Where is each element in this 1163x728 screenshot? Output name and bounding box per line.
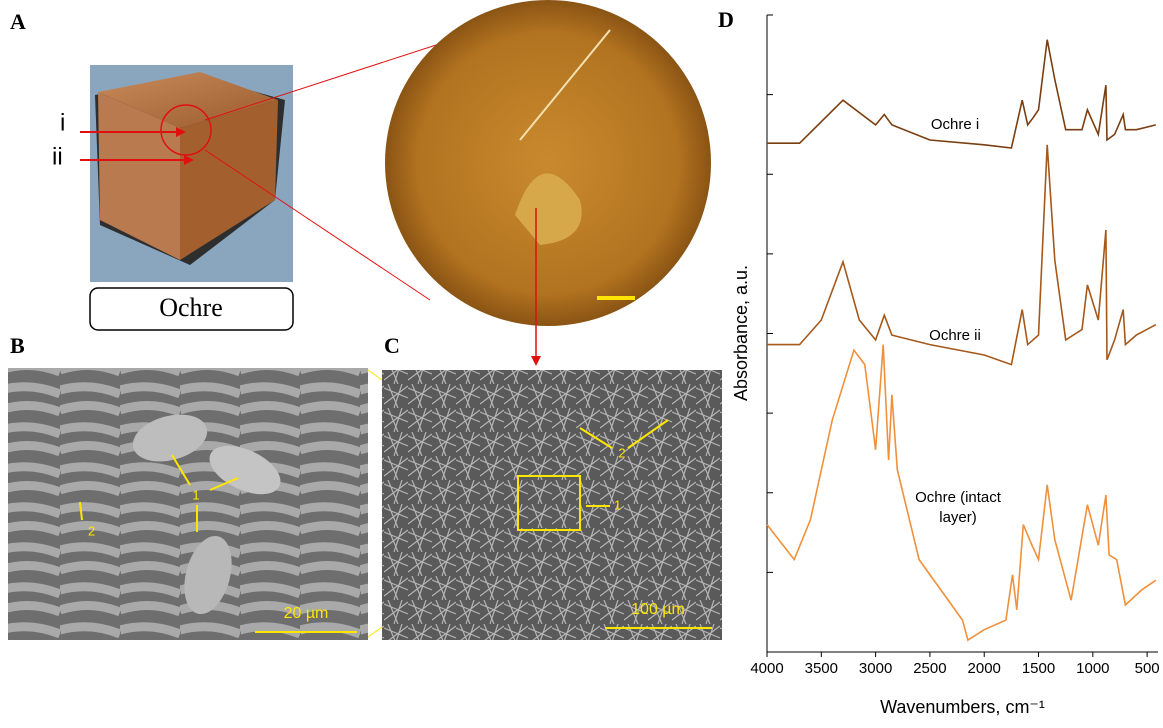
marker-label: 1 (192, 487, 199, 502)
marker-label: 2 (88, 523, 95, 538)
scale-label: 100 µm (631, 601, 685, 618)
x-tick-label: 3500 (805, 660, 838, 677)
panel-letter: C (384, 333, 400, 358)
series-label: Ochre i (895, 115, 1015, 135)
arrow-head (531, 356, 541, 366)
spectrum-chart: 4000 3500 3000 2500 2000 1500 1000 500 Wavenumbe… (731, 15, 1160, 717)
panel-letter: B (10, 333, 25, 358)
page: {"panels": { "a": {"letter": "A", "marke… (0, 0, 1163, 728)
series-label-box: Ochre (intact layer) (898, 488, 1018, 538)
marker-label: i (60, 109, 65, 136)
caption: Ochre (159, 293, 223, 322)
x-tick-label: 2000 (968, 660, 1001, 677)
x-tick-label: 1000 (1076, 660, 1109, 677)
series-label: Ochre (intact layer) (913, 488, 1003, 528)
marker-label: 2 (618, 445, 625, 460)
x-tick-label: 3000 (859, 660, 892, 677)
micrograph-disc (385, 0, 711, 326)
series-label-box: Ochre ii (895, 326, 1015, 376)
sem-image (382, 370, 722, 640)
x-tick-label: 2500 (913, 660, 946, 677)
figure: A i ii Ochre B 1 2 20 µm C 2 1 100 µm D … (0, 0, 1163, 723)
x-tick-label: 1500 (1022, 660, 1055, 677)
x-tick-label: 500 (1135, 660, 1160, 677)
panel-letter: A (10, 9, 26, 34)
y-axis-label: Absorbance, a.u. (731, 265, 751, 401)
x-axis-label: Wavenumbers, cm⁻¹ (880, 697, 1045, 717)
series-label-box: Ochre i (895, 115, 1015, 165)
marker-label: ii (52, 143, 63, 170)
x-tick-label: 4000 (750, 660, 783, 677)
marker-label: 1 (614, 497, 621, 512)
panel-letter: D (718, 7, 734, 32)
series-label: Ochre ii (895, 326, 1015, 346)
body: A i ii Ochre B 1 2 20 µm C 2 1 100 µm D … (0, 0, 1163, 728)
scale-label: 20 µm (284, 605, 329, 622)
